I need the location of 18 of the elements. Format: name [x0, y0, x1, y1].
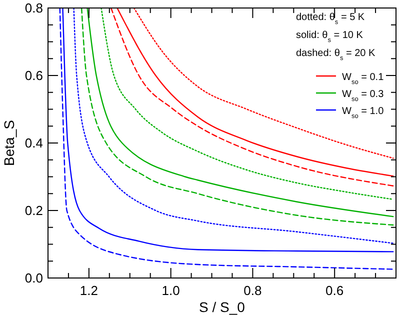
y-tick-label: 0.2	[24, 203, 43, 218]
legend-label: W$_{so}$ = 0.3	[342, 89, 384, 102]
legend-label: W$_{so}$ = 0.1	[342, 72, 384, 86]
y-tick-label: 0.6	[24, 68, 43, 84]
annotation: dotted: θ$_{s}$ = 5 K	[296, 12, 365, 26]
y-tick-label: 0.0	[24, 270, 43, 286]
annotation: dashed: θ$_{s}$ = 20 K	[296, 48, 376, 62]
x-tick-label: 0.6	[326, 283, 344, 298]
line-series	[133, 8, 394, 159]
x-tick-label: 1.0	[162, 283, 180, 298]
annotation: solid: θ$_{s}$ = 10 K	[296, 30, 364, 44]
y-tick-label: 0.4	[24, 136, 43, 151]
y-axis-title: Beta_S	[1, 120, 17, 166]
x-tick-label: 0.8	[244, 283, 262, 298]
x-axis-title: S / S_0	[199, 299, 246, 315]
x-tick-label: 1.2	[80, 283, 98, 298]
y-tick-label: 0.8	[24, 0, 43, 16]
legend-label: W$_{so}$ = 1.0	[342, 106, 384, 120]
